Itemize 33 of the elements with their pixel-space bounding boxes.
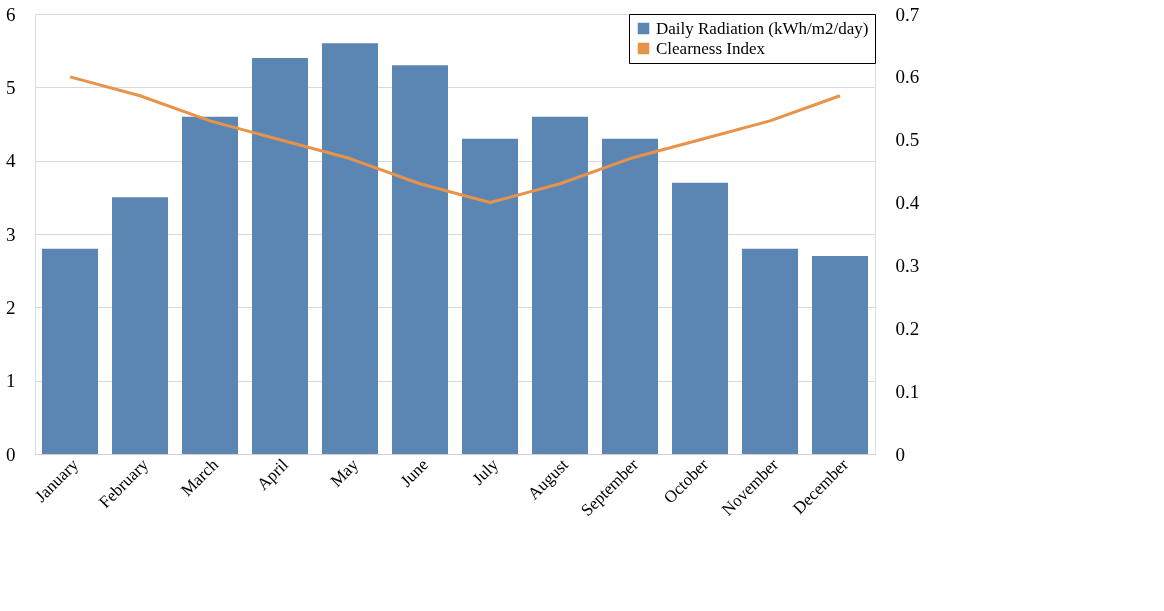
bar bbox=[742, 248, 798, 454]
bar bbox=[182, 116, 238, 454]
bar bbox=[462, 138, 518, 454]
x-tick-label: July bbox=[468, 454, 503, 489]
y-tick-label: 0 bbox=[6, 443, 16, 465]
y2-tick-label: 0.7 bbox=[895, 3, 920, 25]
y-tick-label: 5 bbox=[6, 76, 16, 98]
bar bbox=[532, 116, 588, 454]
y2-tick-label: 0.2 bbox=[895, 317, 920, 339]
line-series bbox=[68, 75, 842, 205]
bar bbox=[812, 256, 868, 454]
x-tick-label: June bbox=[396, 455, 433, 491]
y2-tick-label: 0.5 bbox=[895, 129, 920, 151]
y-tick-label: 6 bbox=[6, 3, 16, 25]
y2-tick-label: 0.4 bbox=[895, 192, 920, 214]
bar bbox=[322, 43, 378, 454]
y2-tick-label: 0.3 bbox=[895, 254, 920, 276]
legend-label: Daily Radiation (kWh/m2/day) bbox=[656, 18, 869, 38]
y2-tick-label: 0 bbox=[895, 443, 905, 465]
y-tick-label: 1 bbox=[6, 370, 16, 392]
y-tick-label: 2 bbox=[6, 296, 16, 318]
y2-tick-label: 0.6 bbox=[895, 66, 920, 88]
x-tick-label: May bbox=[326, 454, 363, 491]
bar bbox=[42, 248, 98, 454]
bar bbox=[392, 65, 448, 454]
bar bbox=[602, 138, 658, 454]
bar bbox=[112, 197, 168, 454]
bar bbox=[252, 58, 308, 454]
y-tick-label: 4 bbox=[6, 150, 16, 172]
bar bbox=[672, 182, 728, 454]
y-tick-label: 3 bbox=[6, 223, 16, 245]
y2-tick-label: 0.1 bbox=[895, 380, 920, 402]
legend-label: Clearness Index bbox=[656, 38, 766, 58]
